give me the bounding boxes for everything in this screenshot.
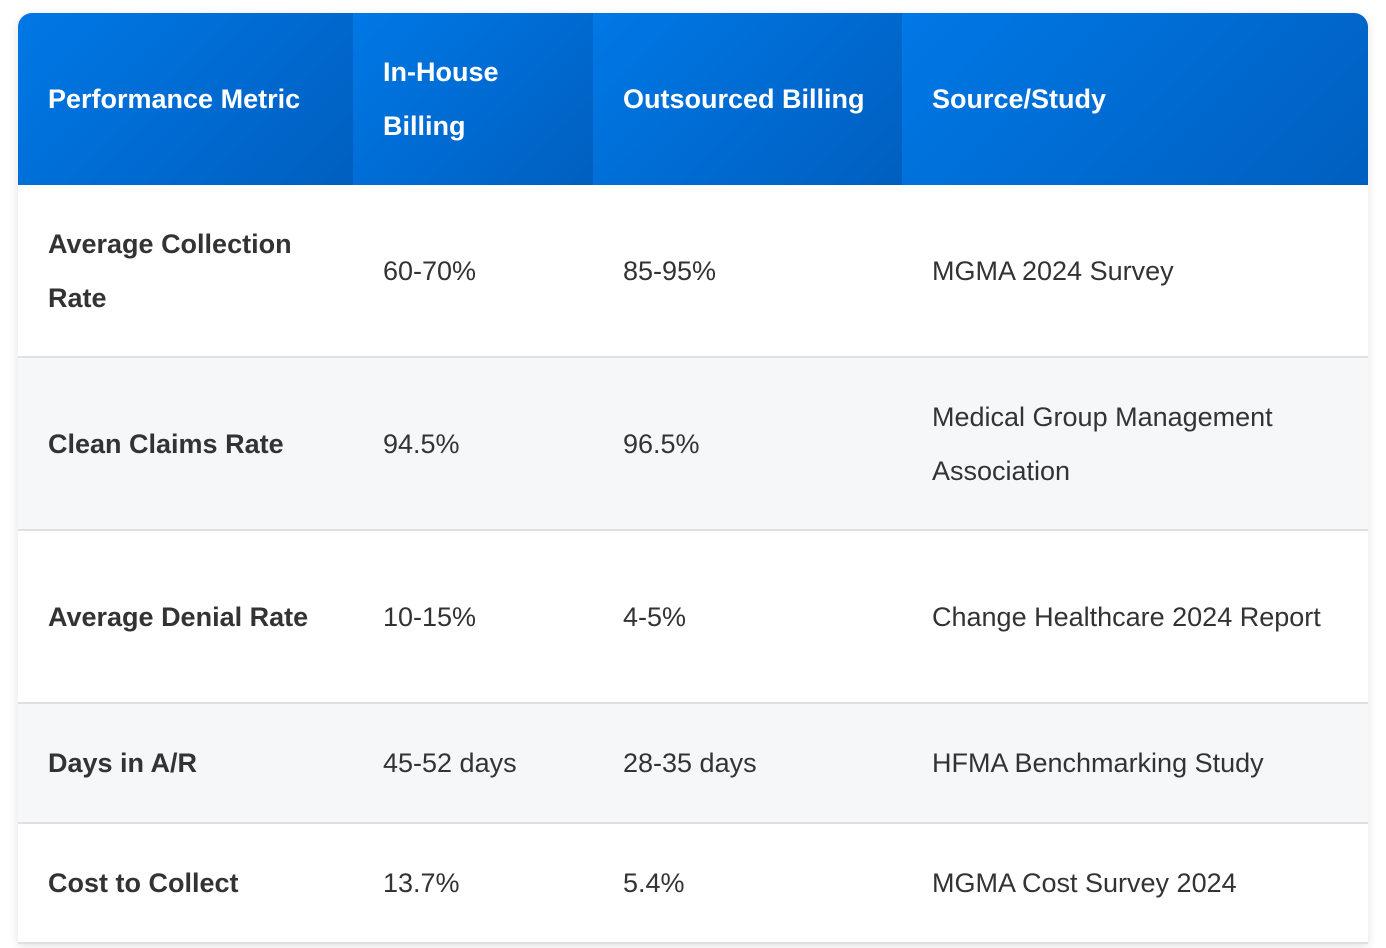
data-cell: 96.5%	[593, 357, 902, 531]
comparison-table-card: Performance Metric In-House Billing Outs…	[18, 13, 1368, 944]
metric-cell: Days in A/R	[18, 703, 353, 824]
table-body: Average Collection Rate 60-70% 85-95% MGMA …	[18, 185, 1368, 944]
data-cell: 10-15%	[353, 530, 593, 704]
data-cell: 60-70%	[353, 185, 593, 358]
data-cell: MGMA Cost Survey 2024	[902, 823, 1368, 944]
metric-cell: Clean Claims Rate	[18, 357, 353, 531]
data-cell: 85-95%	[593, 185, 902, 358]
header-cell: In-House Billing	[353, 13, 593, 185]
comparison-table: Performance Metric In-House Billing Outs…	[18, 13, 1368, 944]
data-cell: HFMA Benchmarking Study	[902, 703, 1368, 824]
table-row: Days in A/R 45-52 days 28-35 days HFMA Benc…	[18, 703, 1368, 824]
table-row: Average Collection Rate 60-70% 85-95% MGMA …	[18, 185, 1368, 358]
header-cell: Outsourced Billing	[593, 13, 902, 185]
data-cell: Medical Group Management Association	[902, 357, 1368, 531]
data-cell: Change Healthcare 2024 Report	[902, 530, 1368, 704]
data-cell: 45-52 days	[353, 703, 593, 824]
metric-cell: Average Denial Rate	[18, 530, 353, 704]
table-row: Average Denial Rate 10-15% 4-5% Change Heal…	[18, 530, 1368, 704]
data-cell: 28-35 days	[593, 703, 902, 824]
data-cell: 4-5%	[593, 530, 902, 704]
header-cell: Performance Metric	[18, 13, 353, 185]
table-row: Cost to Collect 13.7% 5.4% MGMA Cost Survey…	[18, 823, 1368, 944]
header-row: Performance Metric In-House Billing Outs…	[18, 13, 1368, 185]
data-cell: MGMA 2024 Survey	[902, 185, 1368, 358]
metric-cell: Cost to Collect	[18, 823, 353, 944]
data-cell: 5.4%	[593, 823, 902, 944]
table-header: Performance Metric In-House Billing Outs…	[18, 13, 1368, 185]
data-cell: 13.7%	[353, 823, 593, 944]
metric-cell: Average Collection Rate	[18, 185, 353, 358]
data-cell: 94.5%	[353, 357, 593, 531]
table-row: Clean Claims Rate 94.5% 96.5% Medical Group…	[18, 357, 1368, 531]
header-cell: Source/Study	[902, 13, 1368, 185]
